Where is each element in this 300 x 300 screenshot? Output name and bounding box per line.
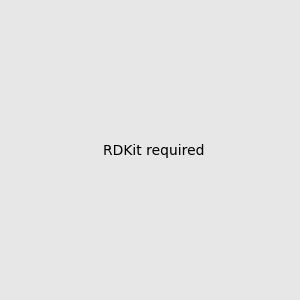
Text: RDKit required: RDKit required	[103, 145, 205, 158]
